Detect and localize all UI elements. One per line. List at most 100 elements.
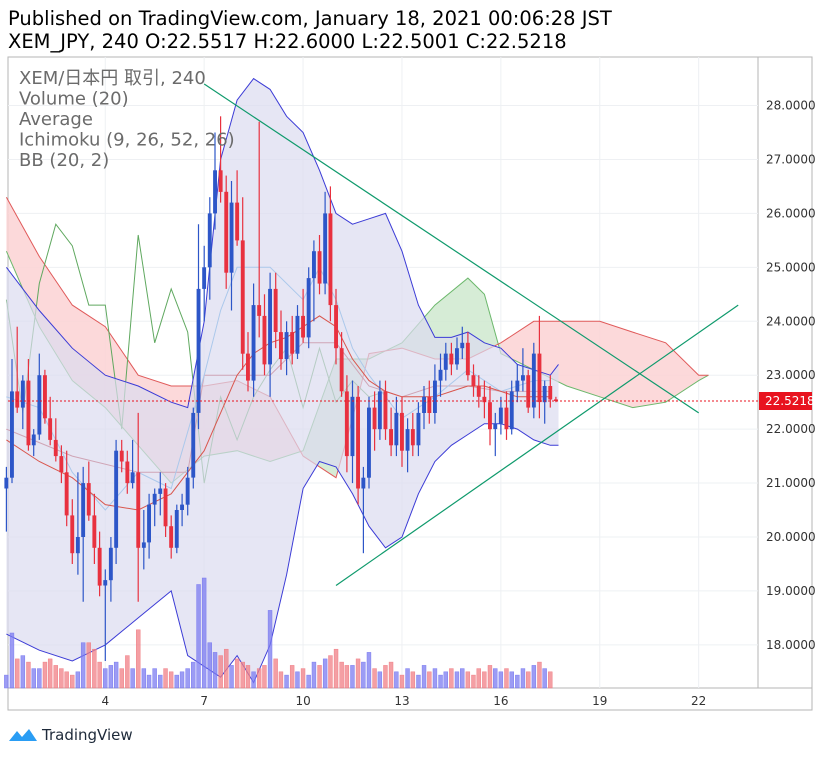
candle-body [43, 375, 47, 419]
last-price-label-bg [759, 392, 812, 410]
legend-entry: BB (20, 2) [19, 150, 109, 171]
volume-bar [509, 671, 514, 689]
candle-body [542, 386, 547, 403]
candle-body [20, 380, 25, 408]
volume-bar [64, 671, 69, 689]
y-tick-label: 25.0000 [766, 260, 816, 274]
volume-bar [526, 671, 531, 689]
volume-bar [471, 674, 476, 689]
y-tick-label: 18.0000 [766, 638, 816, 652]
candle-body [75, 537, 80, 554]
candle-body [273, 288, 278, 332]
candle-body [339, 348, 344, 392]
candle-body [498, 407, 503, 424]
candle-body [361, 477, 366, 489]
ichimoku-cloud-segment [500, 321, 709, 408]
volume-bar [86, 642, 91, 689]
candle-body [377, 391, 382, 430]
volume-bar [251, 671, 256, 689]
volume-bar [42, 661, 48, 689]
candle-body [537, 353, 542, 403]
volume-bar [168, 671, 174, 689]
volume-bar [80, 642, 86, 689]
candle-body [389, 429, 393, 446]
volume-bar [273, 658, 278, 689]
volume-bar [119, 668, 124, 689]
y-tick-label: 26.0000 [766, 206, 816, 220]
volume-bar [284, 674, 289, 689]
volume-bar [366, 652, 372, 689]
axes: 22.5218 28.0000 27.0000 26.0000 25.0000 24.00… [8, 99, 816, 708]
volume-bar [4, 674, 9, 689]
volume-bar [515, 674, 520, 689]
bollinger-fill [6, 78, 559, 683]
trendlines [203, 83, 739, 586]
candle-body [438, 369, 443, 381]
candle-body [119, 450, 124, 462]
volume-bar [267, 610, 273, 689]
candle-body [455, 348, 459, 365]
candle-body [509, 391, 514, 430]
volume-bar [399, 674, 405, 689]
volume-bar [388, 661, 394, 689]
candle-body [207, 213, 212, 268]
volume-bar [454, 671, 460, 689]
volume-bar [520, 668, 526, 689]
legend-entry: Volume (20) [19, 89, 129, 110]
x-tick-label: 7 [200, 694, 208, 708]
bollinger-upper-line [6, 77, 559, 409]
candle-body [394, 412, 399, 446]
candle-body [301, 315, 305, 338]
volume-bar [212, 652, 218, 689]
volume-bar [476, 668, 481, 689]
candle-body [202, 267, 207, 289]
candle-body [350, 396, 355, 457]
volume-bar [240, 661, 245, 689]
candle-body [10, 391, 14, 478]
candle-body [465, 342, 470, 376]
candle-body [114, 450, 119, 548]
candle-body [92, 515, 97, 548]
volume-bar [75, 671, 81, 689]
candle-body [158, 488, 163, 494]
volume-bar [262, 665, 267, 689]
candle-body [306, 278, 311, 338]
candle-body [328, 213, 333, 306]
volume-bar [377, 671, 383, 689]
candle-body [240, 240, 245, 354]
volume-bar [394, 671, 399, 689]
legend-entry: Average [19, 109, 93, 130]
volume-bar [174, 674, 179, 689]
volume-bar [278, 671, 284, 689]
volume-bar [234, 658, 240, 689]
tradingview-logo[interactable]: TradingView [8, 724, 133, 746]
volume-bar [443, 671, 448, 689]
volume-bar [37, 668, 42, 689]
volume-bar [163, 668, 168, 689]
candle-body [323, 213, 328, 284]
volume-bar [130, 668, 135, 689]
volume-bar [201, 577, 207, 689]
bollinger-lower-line [6, 423, 559, 684]
volume-bar [542, 668, 547, 689]
bollinger-bands [6, 77, 559, 684]
candle-body [174, 510, 179, 548]
candle-body [372, 407, 377, 430]
volume-bar [465, 671, 471, 689]
volume-bar [191, 661, 196, 689]
candle-body [31, 434, 36, 446]
candle-body [526, 375, 531, 408]
candle-body [53, 439, 58, 457]
candle-body [163, 488, 168, 527]
volume-bar [141, 668, 147, 689]
candle-body [180, 504, 184, 510]
candle-body [312, 251, 316, 279]
volume-bar [70, 674, 75, 689]
candle-body [97, 547, 102, 586]
candle-body [410, 429, 415, 446]
candle-body [86, 483, 91, 516]
candle-body [130, 472, 135, 484]
volume-bar [92, 648, 97, 689]
y-tick-label: 22.0000 [766, 422, 816, 436]
